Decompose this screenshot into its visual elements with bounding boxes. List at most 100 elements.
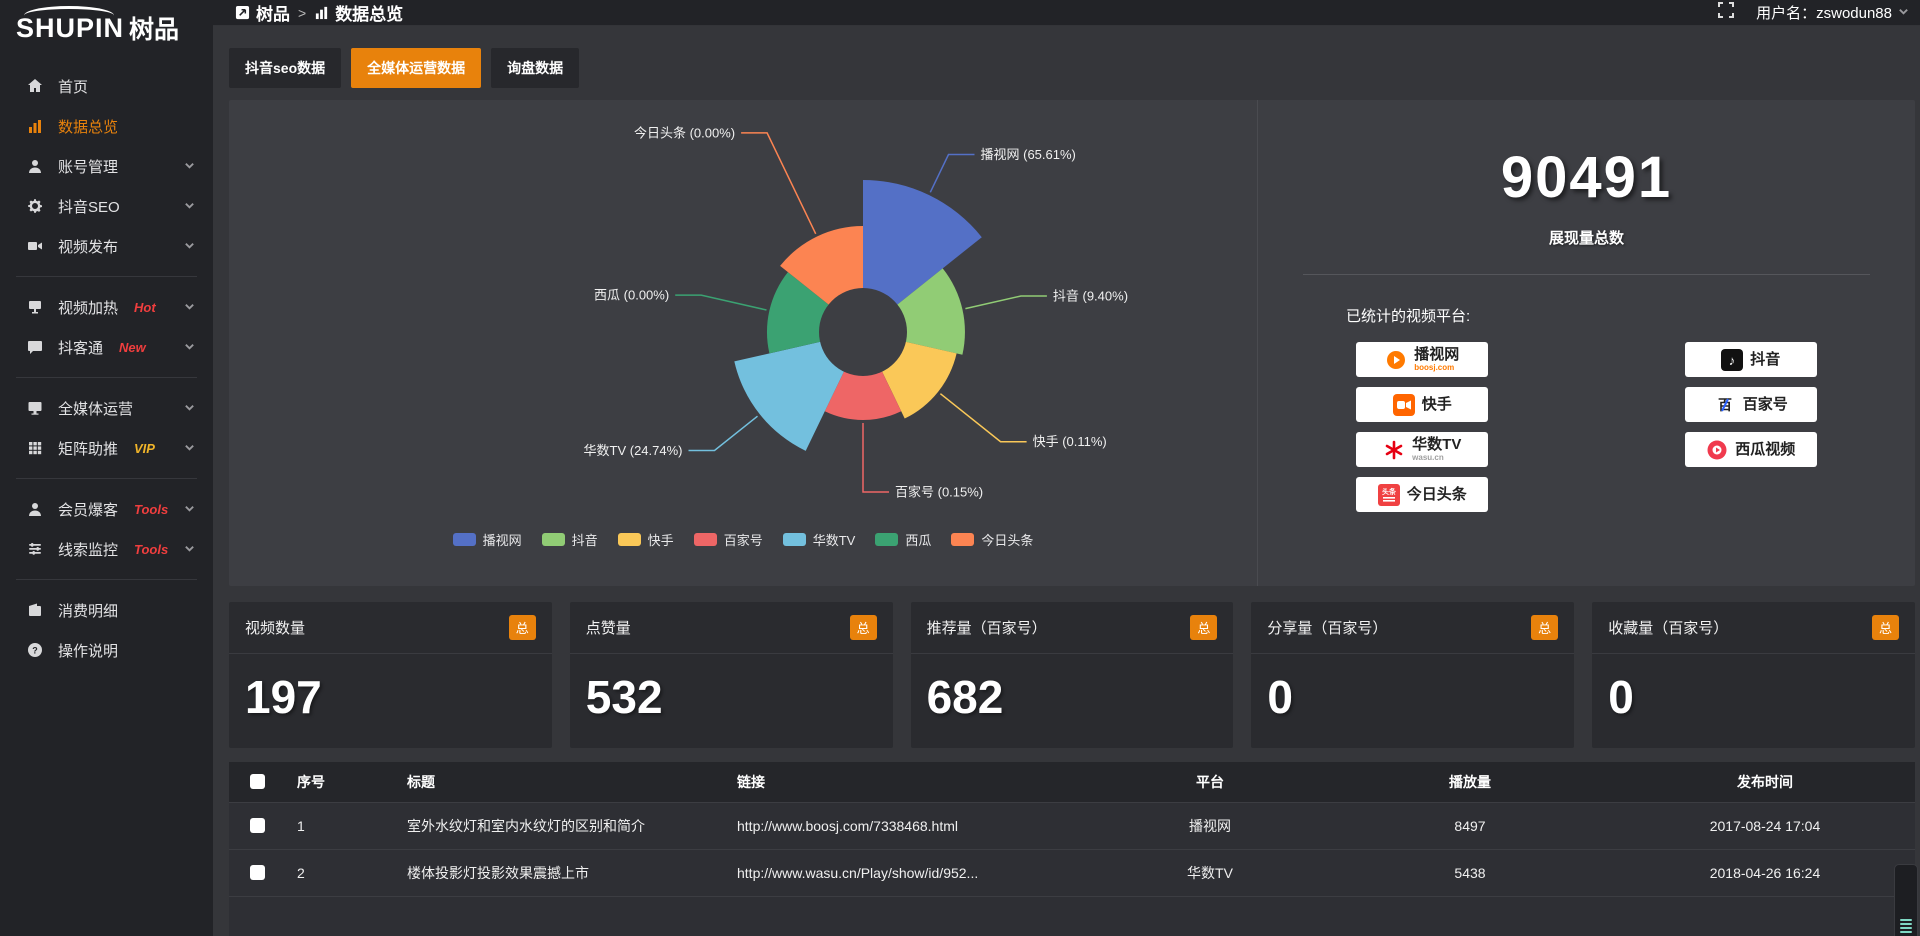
tab-item[interactable]: 抖音seo数据	[229, 48, 342, 88]
dashboard-icon	[235, 5, 250, 20]
legend-label: 西瓜	[905, 533, 932, 548]
username-label: 用户名：zswodun88	[1756, 5, 1892, 22]
pie-label-line	[939, 393, 1027, 443]
breadcrumb-item[interactable]: 树品	[235, 0, 290, 25]
sidebar-item-data-overview[interactable]: 数据总览	[0, 106, 213, 146]
pie-label: 华数TV (24.74%)	[584, 443, 683, 458]
sidebar-item-help[interactable]: ? 操作说明	[0, 630, 213, 670]
legend-swatch	[782, 533, 806, 546]
sidebar-item-chat[interactable]: 抖客通 New	[0, 327, 213, 367]
chevron-down-icon	[184, 158, 195, 175]
cell-time	[1615, 895, 1915, 936]
platform-badge[interactable]: 头条 今日头条	[1356, 477, 1489, 512]
username-menu[interactable]: 用户名：zswodun88	[1756, 2, 1909, 23]
cell-title[interactable]: 楼体投影灯投影效果震撼上市	[395, 848, 725, 896]
col-header-plays: 播放量	[1325, 762, 1615, 802]
col-header-title: 标题	[395, 762, 725, 802]
cell-platform: 华数TV	[1095, 848, 1325, 896]
legend-swatch	[693, 533, 717, 546]
legend-item[interactable]: 百家号	[693, 530, 763, 549]
pie-slice[interactable]	[824, 332, 902, 421]
cell-platform	[1095, 895, 1325, 936]
video-heat-icon	[26, 298, 44, 316]
platform-badge[interactable]: 华数TV wasu.cn	[1356, 432, 1489, 467]
cell-title[interactable]: 室外水纹灯和室内水纹灯的区别和简介	[395, 801, 725, 849]
baijiahao-icon: 百	[1713, 393, 1736, 416]
total-badge[interactable]: 总	[849, 615, 877, 640]
sidebar-item-sliders[interactable]: 线索监控 Tools	[0, 529, 213, 569]
platform-badge[interactable]: 播视网 boosj.com	[1356, 342, 1489, 377]
platform-name: 西瓜视频	[1735, 441, 1796, 458]
sidebar-item-wallet[interactable]: 消费明细	[0, 590, 213, 630]
platform-badge[interactable]: 快手	[1356, 387, 1489, 422]
sidebar-item-gear[interactable]: 抖音SEO	[0, 186, 213, 226]
boosj-icon	[1385, 349, 1407, 371]
total-badge[interactable]: 总	[1871, 615, 1899, 640]
total-badge[interactable]: 总	[1190, 615, 1218, 640]
platform-badge[interactable]: ♪ 抖音	[1684, 342, 1817, 377]
sidebar-item-grid[interactable]: 矩阵助推 VIP	[0, 428, 213, 468]
cell-link[interactable]: http://www.wasu.cn/Play/show/id/952...	[725, 848, 1095, 896]
breadcrumb-item[interactable]: 数据总览	[314, 0, 403, 25]
sidebar-item-monitor[interactable]: 全媒体运营	[0, 388, 213, 428]
cell-title	[395, 895, 725, 936]
row-checkbox[interactable]	[249, 865, 265, 880]
brand-logo[interactable]: SHUPIN 树品	[0, 0, 213, 56]
pie-label: 百家号 (0.15%)	[895, 485, 983, 500]
sidebar-item-home[interactable]: 首页	[0, 66, 213, 106]
stat-card-header: 收藏量（百家号） 总	[1592, 602, 1915, 654]
summary-panel: 90491 展现量总数 已统计的视频平台: 播视网 boosj.com 快手 华数TV…	[1257, 100, 1915, 586]
select-all-checkbox[interactable]	[249, 774, 265, 790]
sidebar-item-video-publish[interactable]: 视频发布	[0, 226, 213, 266]
legend-item[interactable]: 抖音	[541, 530, 598, 549]
sidebar-item-account[interactable]: 账号管理	[0, 146, 213, 186]
stat-card: 收藏量（百家号） 总 0	[1592, 602, 1915, 748]
pie-label-line	[688, 415, 758, 452]
stat-card-header: 推荐量（百家号） 总	[910, 602, 1234, 654]
impressions-total: 90491	[1500, 145, 1673, 210]
platform-badge[interactable]: 西瓜视频	[1684, 432, 1817, 467]
platform-name: 今日头条	[1406, 486, 1467, 503]
row-checkbox[interactable]	[249, 818, 265, 833]
legend-item[interactable]: 快手	[617, 530, 674, 549]
cell-link[interactable]: http://www.boosj.com/7338468.html	[725, 801, 1095, 849]
sidebar-item-label: 操作说明	[58, 642, 119, 660]
total-badge[interactable]: 总	[1531, 615, 1559, 640]
breadcrumb-label: 数据总览	[335, 5, 404, 24]
account-icon	[26, 157, 44, 175]
chevron-down-icon	[184, 501, 195, 518]
pie-hole	[819, 288, 907, 376]
stat-card: 推荐量（百家号） 总 682	[910, 602, 1234, 748]
rose-pie-chart[interactable]: 播视网 (65.61%) 抖音 (9.40%) 快手 (0.11%) 百家号 (0.1…	[243, 114, 1243, 534]
legend-item[interactable]: 华数TV	[782, 530, 855, 549]
chevron-down-icon	[184, 339, 195, 356]
platform-name: 抖音	[1750, 351, 1781, 368]
legend-item[interactable]: 今日头条	[951, 530, 1033, 549]
platform-column: 播视网 boosj.com 快手华数TV wasu.cn 头条 今日头条	[1258, 342, 1587, 512]
main-area: 树品 > 数据总览 用户名：zswodun88 抖音seo数据 全媒体运营数据 询盘数据…	[213, 0, 1920, 936]
sidebar-item-member[interactable]: 会员爆客 Tools	[0, 489, 213, 529]
stat-card-header: 视频数量 总	[229, 602, 552, 654]
sidebar-item-label: 抖音SEO	[58, 198, 120, 216]
fullscreen-icon[interactable]	[1718, 2, 1735, 23]
pie-label: 快手 (0.11%)	[1033, 434, 1107, 449]
total-badge[interactable]: 总	[508, 615, 536, 640]
col-header-platform: 平台	[1095, 762, 1325, 802]
sidebar-item-label: 消费明细	[58, 602, 119, 620]
divider	[16, 377, 197, 378]
legend-item[interactable]: 播视网	[452, 530, 522, 549]
platform-badge[interactable]: 百百家号	[1684, 387, 1817, 422]
tab-item[interactable]: 询盘数据	[491, 48, 580, 88]
floating-widget[interactable]	[1894, 864, 1918, 936]
cell-no: 2	[285, 848, 395, 896]
platform-name: 华数TV wasu.cn	[1412, 436, 1462, 462]
tab-active[interactable]: 全媒体运营数据	[351, 48, 482, 88]
platform-name: 快手	[1421, 396, 1452, 413]
table-row: 1 室外水纹灯和室内水纹灯的区别和简介 http://www.boosj.com/7…	[229, 801, 1915, 849]
svg-text:?: ?	[32, 646, 38, 656]
sidebar-item-video-heat[interactable]: 视频加热 Hot	[0, 287, 213, 327]
legend-item[interactable]: 西瓜	[875, 530, 931, 549]
chevron-down-icon	[1898, 4, 1909, 21]
pie-slice[interactable]	[863, 180, 982, 332]
